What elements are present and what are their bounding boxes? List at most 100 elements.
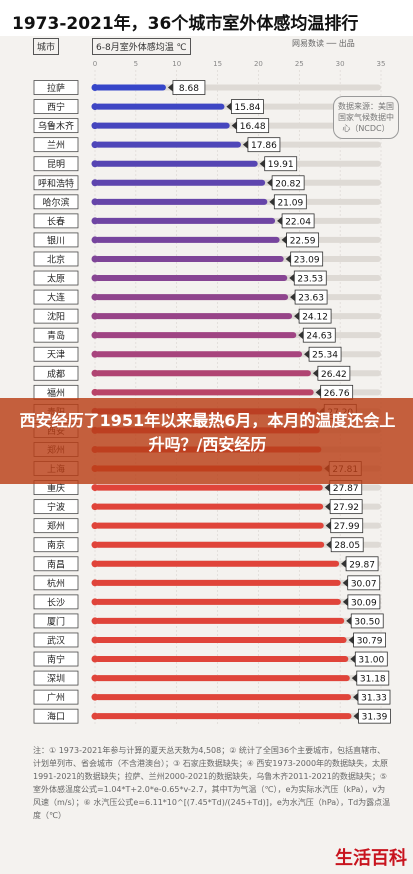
value-label: 27.92 [333, 503, 359, 513]
city-label: 厦门 [47, 615, 65, 627]
city-label-box [33, 537, 79, 553]
bar-start-dot [91, 388, 99, 396]
city-label-box [33, 137, 79, 153]
value-label-box [236, 118, 270, 134]
bar [95, 84, 166, 91]
article-title-banner[interactable]: 西安经历了1951年以来最热6月，本月的温度还会上升吗？/西安经历 [0, 398, 413, 484]
x-tick-label: 25 [295, 60, 304, 68]
city-label-box [33, 365, 79, 381]
value-label: 31.33 [361, 694, 387, 704]
city-label: 武汉 [47, 634, 65, 646]
bar-start-dot [91, 560, 99, 568]
bar-start-dot [91, 655, 99, 663]
city-label: 大连 [47, 292, 65, 304]
value-pointer [324, 482, 331, 493]
bar-start-dot [91, 484, 99, 492]
value-pointer [277, 215, 284, 226]
value-label: 8.68 [179, 84, 199, 94]
value-pointer [325, 501, 332, 512]
value-label-box [353, 632, 386, 648]
bar-start-dot [91, 179, 99, 187]
value-pointer [353, 692, 360, 703]
x-tick-label: 10 [172, 60, 181, 68]
bar [95, 103, 225, 110]
value-label: 23.63 [298, 294, 324, 304]
value-label: 30.07 [351, 579, 377, 589]
city-label: 西宁 [47, 101, 65, 113]
city-label-box [33, 346, 79, 362]
city-label-box [33, 594, 79, 610]
city-label: 北京 [47, 253, 65, 265]
value-label-box [293, 270, 327, 286]
value-pointer [269, 196, 276, 207]
city-label-box [33, 156, 79, 172]
city-label: 杭州 [47, 577, 65, 589]
value-label-box [329, 499, 363, 515]
city-label-box [33, 651, 79, 667]
bar-start-dot [91, 217, 99, 225]
value-pointer [351, 673, 358, 684]
x-tick-label: 35 [377, 60, 386, 68]
brand-credit: 网易数读 ── 出品 [292, 39, 355, 48]
value-pointer [281, 234, 288, 245]
x-tick-label: 5 [134, 60, 138, 68]
value-label-box [298, 308, 332, 324]
value-pointer [342, 577, 349, 588]
bar [95, 294, 289, 301]
bar-start-dot [91, 293, 99, 301]
value-pointer [346, 615, 353, 626]
bar [95, 275, 288, 282]
site-logo[interactable]: 生活百科 [335, 848, 407, 869]
bar-chart: 0 5 10 15 20 25 30 35 拉萨 8.68 西宁 15.84 乌鲁木齐 16.48 兰州 17… [33, 60, 391, 726]
bar [95, 636, 347, 643]
city-label: 成都 [47, 368, 65, 380]
city-label-box [33, 613, 79, 629]
city-label: 青岛 [47, 330, 65, 342]
value-label: 26.42 [321, 370, 347, 380]
city-label-box [33, 232, 79, 248]
value-pointer [342, 596, 349, 607]
city-axis-header: 城市 [33, 38, 60, 55]
value-label: 25.34 [312, 351, 338, 361]
city-label: 昆明 [47, 159, 65, 170]
value-label: 16.48 [240, 122, 266, 132]
city-label-box [33, 632, 79, 648]
value-label: 23.09 [294, 255, 320, 265]
city-label-box [33, 118, 79, 134]
value-pointer [326, 539, 333, 550]
city-label-box [33, 670, 79, 686]
bar [95, 522, 324, 529]
value-label: 31.39 [362, 713, 388, 723]
value-pointer [350, 654, 357, 665]
bar [95, 198, 268, 205]
value-pointer [353, 711, 360, 722]
value-label: 30.79 [357, 636, 383, 646]
bar-start-dot [91, 84, 99, 92]
value-pointer [242, 139, 249, 150]
bar-start-dot [91, 236, 99, 244]
value-label-box [290, 251, 324, 267]
bar-start-dot [91, 636, 99, 644]
x-tick-label: 30 [336, 60, 345, 68]
value-label-box [264, 156, 298, 172]
city-label: 拉萨 [47, 82, 65, 94]
city-label: 沈阳 [47, 311, 65, 323]
city-label: 南宁 [47, 654, 65, 666]
bar-start-dot [91, 522, 99, 530]
x-tick-label: 20 [254, 60, 263, 68]
data-source-note: 数据来源：美国国家气候数据中心（NCDC） [333, 96, 399, 139]
bar-start-dot [91, 503, 99, 511]
city-label-box [33, 308, 79, 324]
bar-start-dot [91, 350, 99, 358]
value-pointer [231, 120, 238, 131]
bar [95, 675, 350, 682]
value-pointer [226, 101, 233, 112]
value-pointer [259, 158, 266, 169]
city-label-box [33, 689, 79, 705]
value-label: 27.87 [333, 484, 359, 494]
city-label: 福州 [47, 387, 65, 399]
value-label-box [294, 289, 328, 305]
bar-start-dot [91, 198, 99, 206]
city-label: 南昌 [47, 558, 65, 570]
city-label: 兰州 [47, 139, 65, 151]
